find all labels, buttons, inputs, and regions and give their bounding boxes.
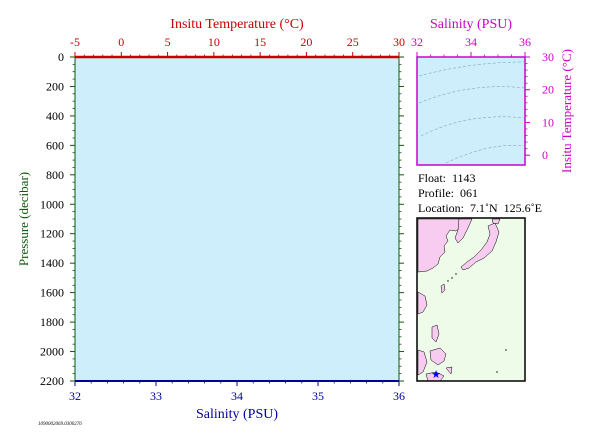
main-plot-area — [75, 57, 399, 381]
pressure-tick-label: 200 — [46, 79, 64, 93]
density-contour — [418, 61, 526, 77]
map-land-indochina — [417, 291, 428, 315]
temperature-tick-label: 30 — [393, 35, 405, 49]
location-text: Location: 7.1˚N 125.6˚E — [418, 201, 542, 215]
pressure-tick-label: 0 — [58, 50, 64, 64]
ts-temperature-tick-label: 10 — [542, 115, 554, 129]
location-map: ★ — [416, 217, 526, 382]
pressure-tick-label: 1400 — [40, 256, 64, 270]
pressure-tick-label: 2000 — [40, 345, 64, 359]
density-contour — [420, 116, 526, 137]
ts-salinity-tick-label: 36 — [519, 35, 531, 49]
map-land-hokkaido — [491, 218, 501, 225]
ts-temperature-tick-label: 20 — [542, 83, 554, 97]
pressure-tick-label: 1200 — [40, 227, 64, 241]
salinity-axis-title: Salinity (PSU) — [196, 407, 278, 422]
temperature-tick-label: 20 — [300, 35, 312, 49]
ts-salinity-axis-title: Salinity (PSU) — [430, 17, 512, 32]
salinity-tick-label: 32 — [69, 389, 81, 403]
temperature-tick-label: -5 — [70, 35, 80, 49]
footer-id: 1090002069.0300276 — [38, 422, 82, 427]
temperature-tick-label: 15 — [254, 35, 266, 49]
ts-temperature-axis-title: Insitu Temperature (°C) — [559, 49, 574, 173]
ts-plot-area — [416, 56, 526, 166]
pressure-tick-label: 1800 — [40, 315, 64, 329]
ts-tick-labels: 32 34 36 30 20 10 0 — [411, 35, 554, 162]
ts-temperature-tick-label: 30 — [542, 50, 554, 64]
float-id-text: Float: 1143 — [418, 171, 476, 185]
profile-id-text: Profile: 061 — [418, 186, 478, 200]
pressure-tick-label: 400 — [46, 109, 64, 123]
map-land-luzon — [431, 324, 440, 343]
map-land-japan — [460, 222, 500, 271]
main-tick-labels: -5 0 5 10 15 20 25 30 32 33 34 35 36 0 200 400 600 800 100… — [40, 35, 405, 403]
temperature-tick-label: 10 — [208, 35, 220, 49]
pressure-tick-label: 1600 — [40, 286, 64, 300]
ts-temperature-tick-label: 0 — [542, 148, 548, 162]
temperature-tick-label: 0 — [118, 35, 124, 49]
ts-tick-marks — [416, 52, 530, 156]
map-island — [505, 349, 507, 351]
map-land-sulawesi — [425, 371, 445, 382]
pressure-tick-label: 800 — [46, 168, 64, 182]
temperature-axis-title: Insitu Temperature (°C) — [170, 17, 304, 32]
map-land-korea — [454, 218, 473, 244]
ts-diagram: 32 34 36 30 20 10 0 Salinity (PSU) Insitu Temp… — [411, 17, 574, 173]
temperature-tick-label: 5 — [165, 35, 171, 49]
temperature-tick-label: 25 — [347, 35, 359, 49]
map-island — [447, 280, 449, 282]
map-frame — [416, 217, 526, 382]
map-land-taiwan — [440, 283, 446, 294]
salinity-tick-label: 35 — [312, 389, 324, 403]
main-profile-plot: -5 0 5 10 15 20 25 30 32 33 34 35 36 0 200 400 600 800 100… — [16, 17, 405, 422]
float-location-marker-icon: ★ — [431, 369, 441, 381]
ts-salinity-tick-label: 34 — [465, 35, 477, 49]
salinity-tick-label: 33 — [150, 389, 162, 403]
density-contour — [418, 86, 526, 104]
salinity-tick-label: 36 — [393, 389, 405, 403]
map-land-mindanao — [429, 347, 447, 366]
map-land-borneo — [417, 349, 428, 376]
salinity-tick-label: 34 — [231, 389, 243, 403]
map-island — [455, 273, 457, 275]
pressure-tick-label: 1000 — [40, 197, 64, 211]
map-island — [451, 277, 453, 279]
density-contours — [418, 61, 526, 164]
pressure-tick-label: 2200 — [40, 374, 64, 388]
pressure-axis-title: Pressure (decibar) — [16, 172, 31, 266]
map-island — [496, 371, 498, 373]
ts-salinity-tick-label: 32 — [411, 35, 423, 49]
pressure-tick-label: 600 — [46, 138, 64, 152]
map-land-moluccas — [445, 366, 453, 375]
